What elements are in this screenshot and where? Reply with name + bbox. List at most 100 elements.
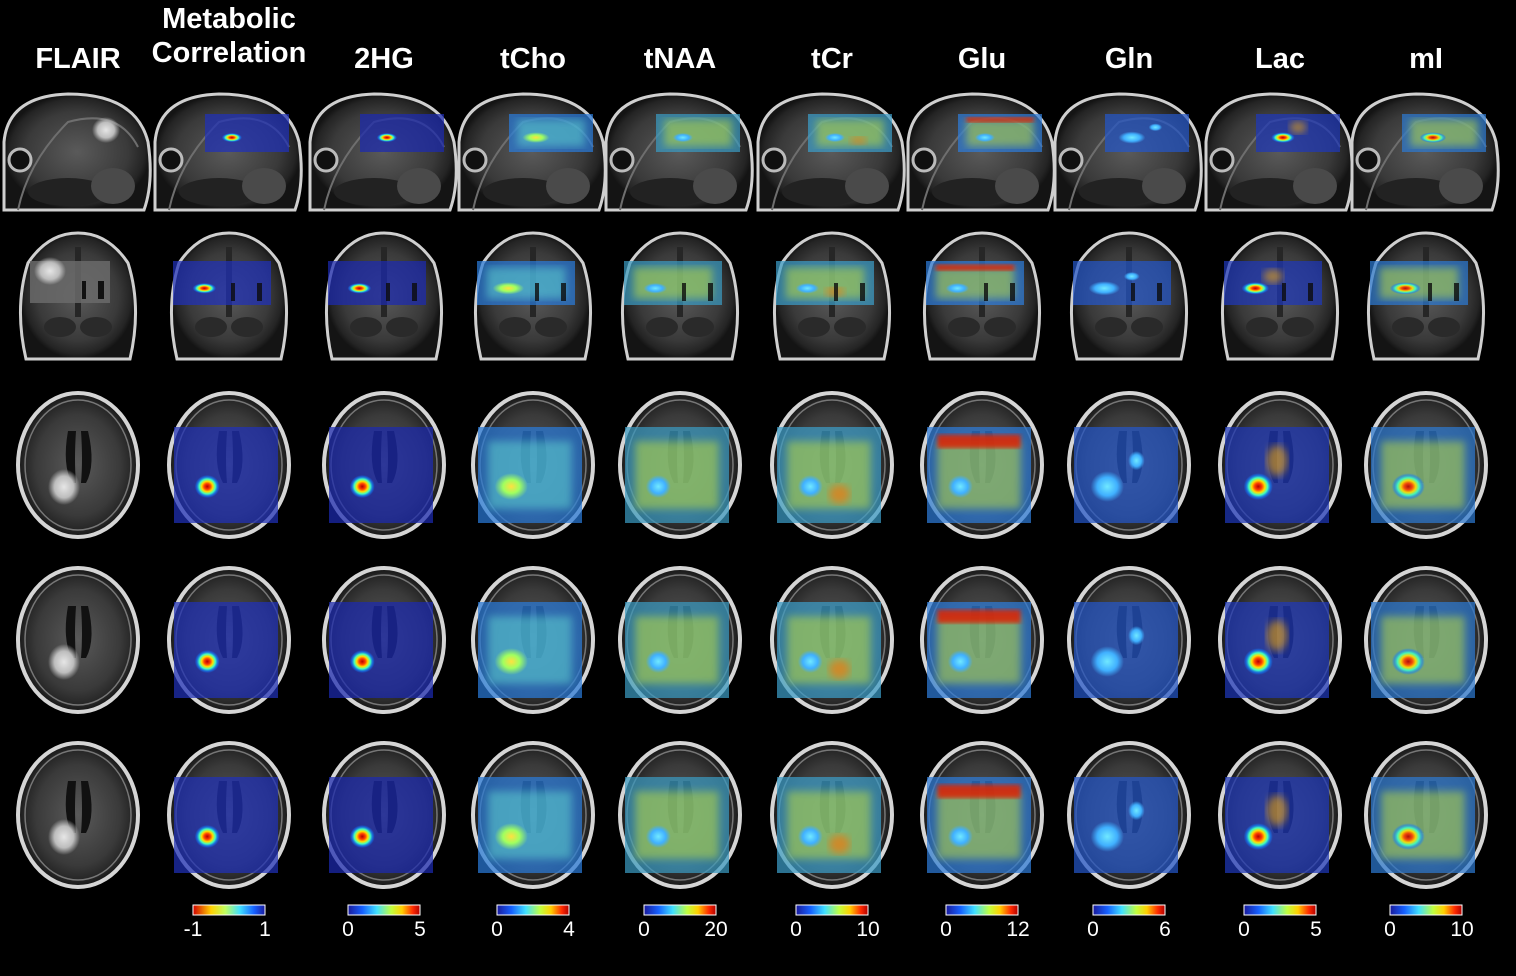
eye-orbit [1058, 147, 1084, 173]
metabolite-overlay [173, 261, 271, 305]
brain-slice [474, 231, 592, 361]
column-header: tNAA [643, 43, 717, 75]
metabolite-overlay [329, 602, 433, 698]
brain-slice [1221, 231, 1339, 361]
brain-slice [322, 391, 446, 539]
brain-slice [770, 566, 894, 714]
column-header: Lac [1255, 43, 1305, 75]
colorbar-max-label: 10 [1450, 918, 1474, 941]
brain-slice [770, 391, 894, 539]
brain-slice [1204, 92, 1354, 212]
brain-slice [1053, 92, 1203, 212]
brain-slice [1070, 231, 1188, 361]
brain-slice [906, 92, 1056, 212]
brain-slice [1218, 741, 1342, 889]
brain-slice [457, 92, 607, 212]
brain-slice [773, 231, 891, 361]
brain-slice [325, 231, 443, 361]
column-header: Glu [957, 43, 1007, 75]
eye-orbit [609, 147, 635, 173]
brain-slice [923, 231, 1041, 361]
brain-slice [618, 566, 742, 714]
colorbar [795, 904, 869, 916]
brain-slice [16, 741, 140, 889]
colorbar-max-label: 5 [1310, 918, 1322, 941]
brain-slice [1067, 741, 1191, 889]
colorbar-min-label: 0 [342, 918, 354, 941]
eye-orbit [1355, 147, 1381, 173]
metabolite-overlay [328, 261, 426, 305]
colorbar-max-label: 1 [259, 918, 271, 941]
brain-slice [604, 92, 754, 212]
brain-slice [920, 566, 1044, 714]
brain-slice [1067, 566, 1191, 714]
eye-orbit [911, 147, 937, 173]
metabolite-overlay [329, 427, 433, 523]
brain-slice [16, 566, 140, 714]
colorbar [643, 904, 717, 916]
brain-slice [621, 231, 739, 361]
brain-slice [471, 566, 595, 714]
eye-orbit [313, 147, 339, 173]
eye-orbit [462, 147, 488, 173]
brain-slice [471, 741, 595, 889]
brain-slice [756, 92, 906, 212]
skull-outline [16, 566, 140, 714]
colorbar-min-label: 0 [940, 918, 952, 941]
colorbar-min-label: -1 [183, 918, 203, 941]
eye-orbit [1209, 147, 1235, 173]
brain-slice [920, 391, 1044, 539]
brain-slice [308, 92, 458, 212]
brain-slice [1364, 566, 1488, 714]
colorbar-min-label: 0 [491, 918, 503, 941]
colorbar [1092, 904, 1166, 916]
column-header: Metabolic Correlation [151, 3, 307, 69]
brain-slice [618, 391, 742, 539]
metabolite-overlay [1073, 261, 1171, 305]
brain-slice [16, 391, 140, 539]
colorbar-max-label: 6 [1159, 918, 1171, 941]
metabolite-overlay [174, 427, 278, 523]
colorbar-min-label: 0 [1087, 918, 1099, 941]
metabolite-overlay [1105, 114, 1189, 152]
brain-slice [322, 741, 446, 889]
brain-slice [167, 391, 291, 539]
eye-orbit [7, 147, 33, 173]
column-header: 2HG [354, 43, 414, 75]
brain-slice [1218, 391, 1342, 539]
colorbar-max-label: 10 [856, 918, 880, 941]
colorbar-max-label: 4 [563, 918, 575, 941]
column-header: Gln [1104, 43, 1154, 75]
column-header: FLAIR [35, 43, 121, 75]
metabolite-overlay [1074, 427, 1178, 523]
colorbar [347, 904, 421, 916]
colorbar-min-label: 0 [1238, 918, 1250, 941]
brain-slice [170, 231, 288, 361]
brain-slice [167, 741, 291, 889]
brain-slice [1364, 741, 1488, 889]
brain-slice [1218, 566, 1342, 714]
column-header: mI [1409, 43, 1443, 75]
colorbar-min-label: 0 [1384, 918, 1396, 941]
metabolite-overlay [205, 114, 289, 152]
colorbar [192, 904, 266, 916]
brain-slice [153, 92, 303, 212]
colorbar-min-label: 0 [638, 918, 650, 941]
metabolite-overlay [329, 777, 433, 873]
metabolite-overlay [174, 777, 278, 873]
metabolite-overlay [1074, 777, 1178, 873]
colorbar-max-label: 12 [1006, 918, 1030, 941]
eye-orbit [761, 147, 787, 173]
brain-slice [471, 391, 595, 539]
skull-outline [16, 741, 140, 889]
colorbar-max-label: 20 [704, 918, 728, 941]
metabolite-overlay [1074, 602, 1178, 698]
column-header: tCr [811, 43, 853, 75]
brain-slice [322, 566, 446, 714]
colorbar-max-label: 5 [414, 918, 426, 941]
colorbar [945, 904, 1019, 916]
brain-slice [2, 92, 152, 212]
brain-slice [920, 741, 1044, 889]
brain-slice [167, 566, 291, 714]
colorbar [1243, 904, 1317, 916]
